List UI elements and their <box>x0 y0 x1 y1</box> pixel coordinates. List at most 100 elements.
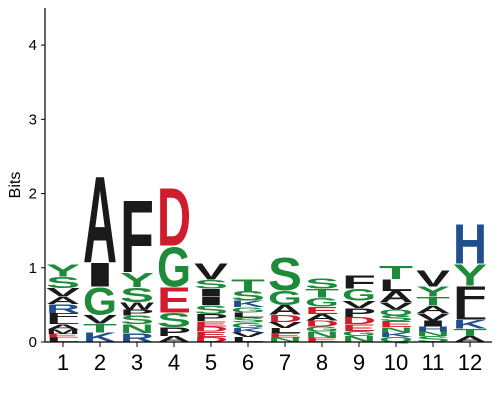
logo-letter-l: L <box>453 303 487 324</box>
logo-letter-l: L <box>46 337 80 344</box>
logo-letter-n: N <box>379 326 413 334</box>
logo-letter-a: A <box>305 312 339 322</box>
logo-letter-e: E <box>379 320 413 329</box>
logo-letter-n: N <box>416 331 450 338</box>
logo-letter-s: S <box>194 277 228 291</box>
logo-letter-g: G <box>268 287 302 310</box>
logo-letter-f: F <box>46 312 80 321</box>
logo-letter-m: M <box>46 329 80 336</box>
logo-letter-f: F <box>342 272 376 293</box>
logo-letter-g: G <box>342 330 376 338</box>
logo-letter-i: I <box>194 287 228 299</box>
logo-letter-a: A <box>83 149 117 288</box>
logo-letter-s: S <box>120 284 154 307</box>
logo-letter-t: T <box>305 286 340 300</box>
logo-letter-a: A <box>379 288 413 305</box>
logo-letter-g: G <box>83 279 117 323</box>
x-tick-label: 11 <box>422 350 445 375</box>
logo-letter-v: V <box>83 312 117 326</box>
y-tick-label: 2 <box>29 186 37 203</box>
logo-letter-y: Y <box>120 269 154 292</box>
logo-letter-g: G <box>231 321 265 329</box>
logo-letter-p: P <box>157 325 191 339</box>
logo-letter-e: E <box>305 305 339 316</box>
y-tick-label: 4 <box>29 37 37 54</box>
logo-letter-g: G <box>231 306 265 314</box>
logo-letter-l: L <box>379 276 413 294</box>
logo-letter-v: V <box>46 286 80 300</box>
logo-letter-v: V <box>379 300 414 312</box>
logo-letter-s: S <box>231 316 265 324</box>
logo-letter-a: A <box>46 295 80 306</box>
y-axis-ticks: 0 1 2 3 4 <box>29 37 45 351</box>
logo-letter-d: D <box>342 315 376 326</box>
logo-letter-v: V <box>268 320 302 329</box>
logo-letter-n: N <box>342 335 376 344</box>
logo-letter-n: N <box>268 337 302 344</box>
y-axis-title: Bits <box>7 172 24 199</box>
logo-letter-k: K <box>231 327 265 334</box>
logo-letter-h: H <box>453 213 487 276</box>
logo-letter-w: W <box>120 300 154 312</box>
x-tick-label: 3 <box>131 350 143 375</box>
logo-letter-s: S <box>268 249 302 300</box>
logo-letter-v: V <box>416 311 451 323</box>
logo-letter-a: A <box>268 303 302 318</box>
logo-letter-g: G <box>305 325 339 333</box>
logo-letter-q: Q <box>379 308 413 317</box>
logo-letter-t: T <box>83 321 118 335</box>
logo-letter-n: N <box>120 322 154 336</box>
logo-letter-e: E <box>268 332 302 339</box>
logo-letter-d: D <box>268 313 302 324</box>
y-tick-label: 1 <box>29 260 37 277</box>
logo-letter-d: D <box>194 325 228 333</box>
x-tick-label: 9 <box>353 350 365 375</box>
logo-letter-a: A <box>416 304 450 315</box>
logo-letter-v: V <box>194 259 228 284</box>
logo-letter-t: T <box>379 262 413 283</box>
logo-letter-n: N <box>305 330 339 339</box>
logo-letter-l: L <box>231 311 265 319</box>
logo-letter-a: A <box>157 335 191 344</box>
logo-letter-y: Y <box>453 258 487 292</box>
logo-letter-e: E <box>194 320 228 328</box>
logo-letter-f: F <box>120 179 154 295</box>
logo-letter-s: S <box>157 309 191 332</box>
x-axis-ticks: 1 2 3 4 5 6 7 8 9 10 11 12 <box>57 342 482 375</box>
logo-letter-s: S <box>46 274 80 291</box>
logo-letter-v: V <box>342 299 377 311</box>
logo-letter-g: G <box>342 285 376 303</box>
logo-letter-p: P <box>194 312 228 323</box>
logo-letter-s: S <box>416 335 450 344</box>
x-tick-label: 6 <box>242 350 254 375</box>
logo-letter-a: A <box>46 323 80 331</box>
y-tick-label: 0 <box>29 334 37 351</box>
logo-letter-y: Y <box>416 284 450 300</box>
x-tick-label: 8 <box>316 350 328 375</box>
logo-letter-q: Q <box>379 336 413 344</box>
logo-letter-t: T <box>416 295 451 309</box>
logo-letter-v: V <box>416 266 450 291</box>
logo-letter-d: D <box>194 336 228 344</box>
logo-letter-h: H <box>416 325 450 333</box>
logo-letter-k: K <box>231 299 266 309</box>
x-tick-label: 1 <box>57 350 69 375</box>
y-tick-label: 3 <box>29 111 37 128</box>
logo-letter-l: L <box>268 327 302 335</box>
logo-letter-f: F <box>453 281 487 313</box>
logo-letter-d: D <box>305 319 339 328</box>
logo-letter-g: G <box>157 235 191 299</box>
logo-glyphs: LEMALFRAVSYKTVGIARNSPWSYFAPSEGDDEDEPSIIS… <box>46 149 488 345</box>
logo-letter-s: S <box>379 314 413 323</box>
x-tick-label: 5 <box>205 350 217 375</box>
logo-letter-d: D <box>157 172 191 264</box>
x-tick-label: 10 <box>384 350 408 375</box>
logo-letter-y: Y <box>46 262 80 281</box>
logo-letter-p: P <box>120 308 154 317</box>
logo-letter-g: G <box>305 295 339 309</box>
logo-letter-s: S <box>120 313 154 327</box>
x-tick-label: 4 <box>168 350 180 375</box>
logo-letter-a: A <box>453 335 487 344</box>
logo-letter-k: K <box>379 331 413 338</box>
